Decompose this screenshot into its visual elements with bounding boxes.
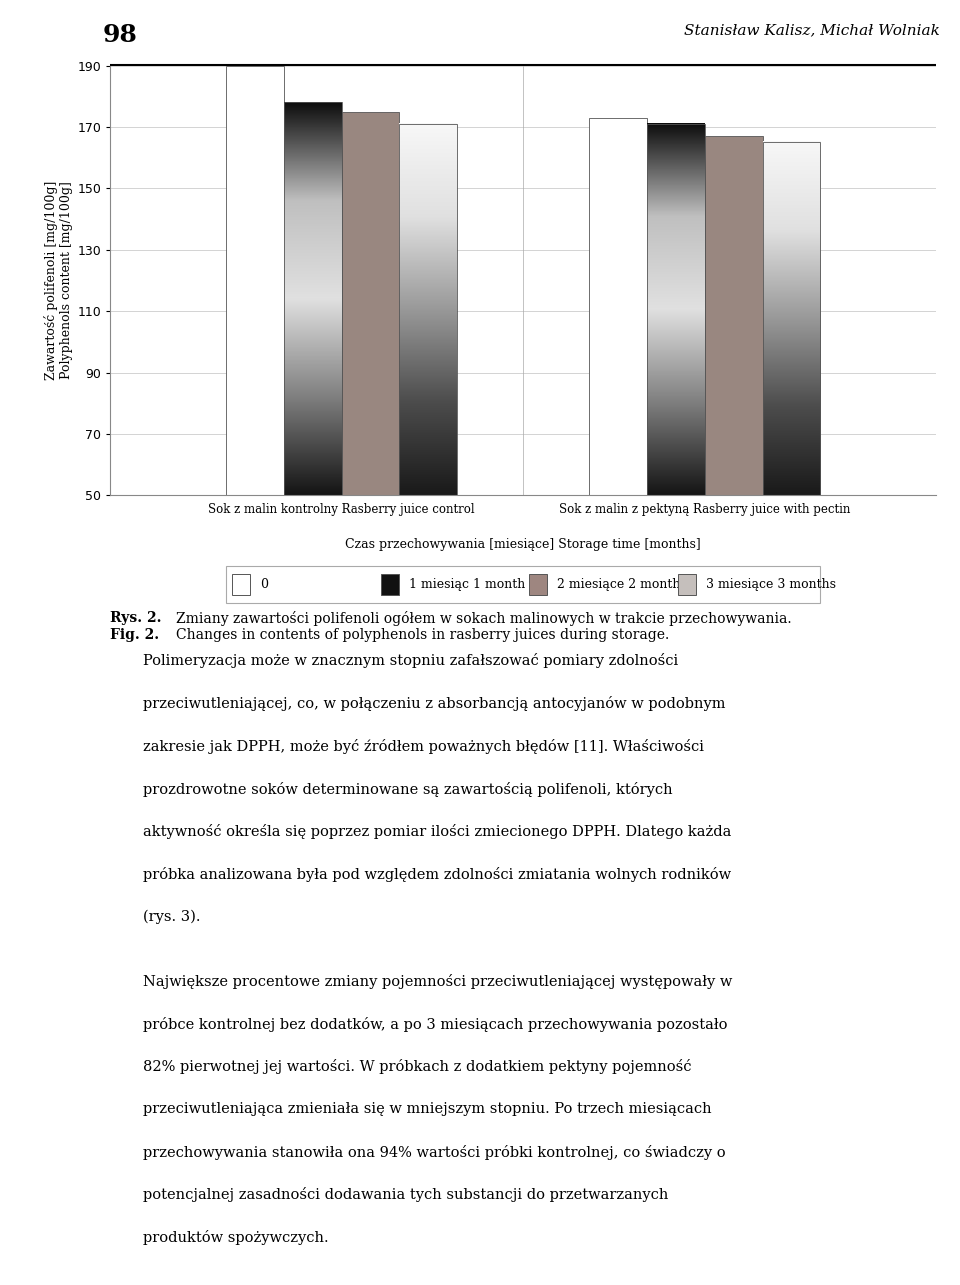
Text: produktów spożywczych.: produktów spożywczych. [143, 1230, 329, 1245]
Text: 0: 0 [260, 578, 268, 591]
Text: 3 miesiące 3 months: 3 miesiące 3 months [706, 578, 836, 591]
Text: Changes in contents of polyphenols in rasberry juices during storage.: Changes in contents of polyphenols in ra… [177, 627, 670, 641]
Text: zakresie jak DPPH, może być źródłem poważnych błędów [11]. Właściwości: zakresie jak DPPH, może być źródłem powa… [143, 739, 705, 754]
Text: Sok z malin kontrolny Rasberry juice control: Sok z malin kontrolny Rasberry juice con… [208, 502, 475, 515]
Text: prozdrowotne soków determinowane są zawartością polifenoli, których: prozdrowotne soków determinowane są zawa… [143, 781, 673, 797]
Bar [589, 118, 647, 495]
Text: Fig. 2.: Fig. 2. [110, 627, 159, 641]
Text: Stanisław Kalisz, Michał Wolniak: Stanisław Kalisz, Michał Wolniak [684, 23, 940, 37]
Text: Czas przechowywania [miesiące] Storage time [months]: Czas przechowywania [miesiące] Storage t… [346, 537, 701, 550]
Text: Polimeryzacja może w znacznym stopniu zafałszować pomiary zdolności: Polimeryzacja może w znacznym stopniu za… [143, 654, 679, 668]
Bar [762, 143, 821, 495]
Bar [226, 66, 284, 495]
Text: próbce kontrolnej bez dodatków, a po 3 miesiącach przechowywania pozostało: próbce kontrolnej bez dodatków, a po 3 m… [143, 1016, 728, 1032]
Bar [380, 574, 398, 595]
Text: (rys. 3).: (rys. 3). [143, 910, 201, 924]
Text: 98: 98 [102, 23, 137, 48]
Text: przeciwutleniająca zmieniała się w mniejszym stopniu. Po trzech miesiącach: przeciwutleniająca zmieniała się w mniej… [143, 1103, 712, 1115]
Text: Rys. 2.: Rys. 2. [110, 610, 162, 625]
Text: próbka analizowana była pod względem zdolności zmiatania wolnych rodników: próbka analizowana była pod względem zdo… [143, 867, 732, 882]
Text: potencjalnej zasadności dodawania tych substancji do przetwarzanych: potencjalnej zasadności dodawania tych s… [143, 1187, 669, 1203]
Text: Sok z malin z pektyną Rasberry juice with pectin: Sok z malin z pektyną Rasberry juice wit… [559, 502, 851, 515]
Bar [705, 136, 762, 495]
Text: Zmiany zawartości polifenoli ogółem w sokach malinowych w trakcie przechowywania: Zmiany zawartości polifenoli ogółem w so… [177, 610, 792, 626]
Text: przechowywania stanowiła ona 94% wartości próbki kontrolnej, co świadczy o: przechowywania stanowiła ona 94% wartośc… [143, 1145, 726, 1159]
Y-axis label: Zawartość polifenoli [mg/100g]
Polyphenols content [mg/100g]: Zawartość polifenoli [mg/100g] Polypheno… [44, 181, 73, 380]
Text: aktywność określa się poprzez pomiar ilości zmiecionego DPPH. Dlatego każda: aktywność określa się poprzez pomiar ilo… [143, 824, 732, 839]
Text: przeciwutleniającej, co, w połączeniu z absorbancją antocyjanów w podobnym: przeciwutleniającej, co, w połączeniu z … [143, 696, 726, 711]
Bar [342, 112, 399, 495]
Bar [647, 123, 705, 495]
Bar [678, 574, 696, 595]
Bar [399, 123, 457, 495]
Text: 2 miesiące 2 months: 2 miesiące 2 months [557, 578, 687, 591]
Text: 82% pierwotnej jej wartości. W próbkach z dodatkiem pektyny pojemność: 82% pierwotnej jej wartości. W próbkach … [143, 1059, 692, 1074]
Text: 1 miesiąc 1 month: 1 miesiąc 1 month [409, 578, 525, 591]
Bar [529, 574, 547, 595]
Bar [232, 574, 251, 595]
Bar [284, 103, 342, 495]
Text: Największe procentowe zmiany pojemności przeciwutleniającej występowały w: Największe procentowe zmiany pojemności … [143, 974, 732, 988]
